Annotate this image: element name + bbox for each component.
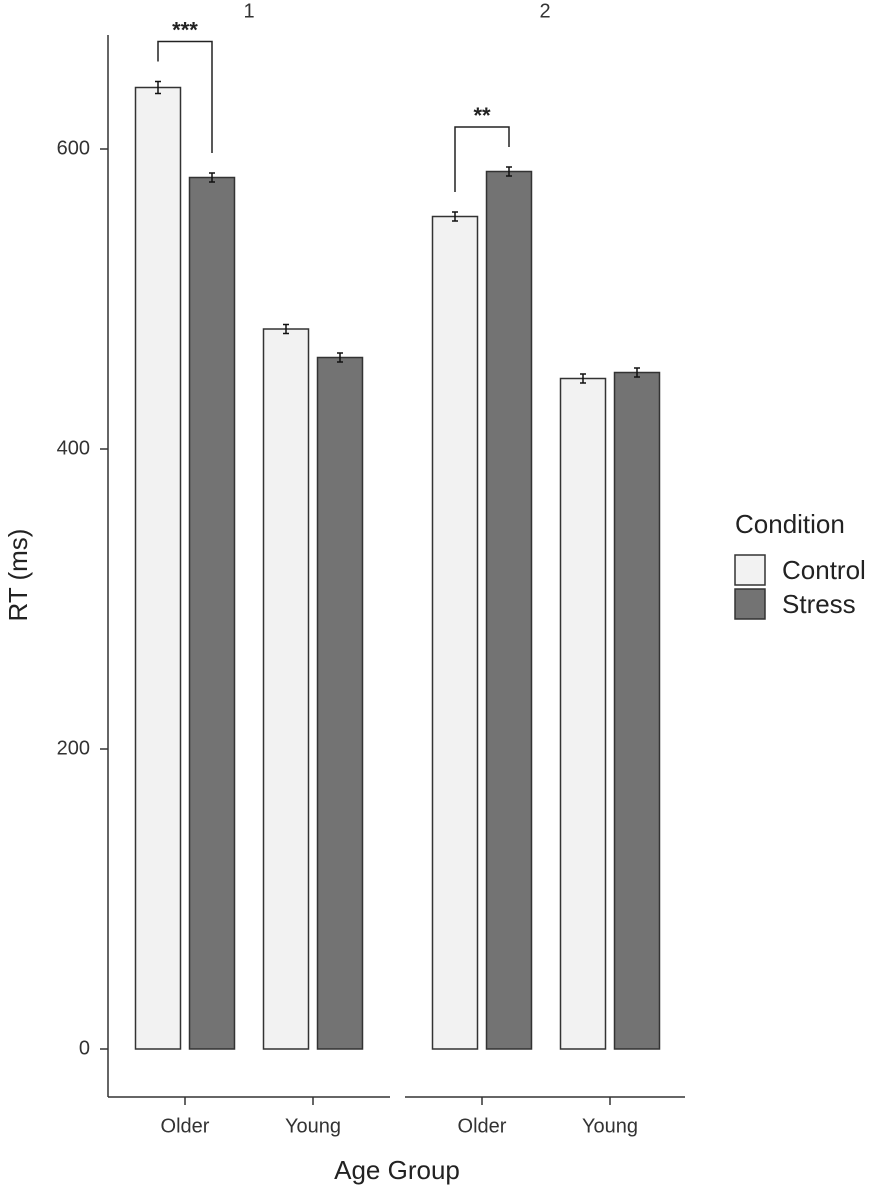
error-bar [209, 172, 215, 183]
y-tick-label: 0 [79, 1037, 90, 1059]
bar [134, 86, 182, 1050]
significance-label: *** [172, 17, 198, 42]
bar [262, 328, 310, 1050]
legend-title: Condition [735, 509, 845, 539]
bar [559, 377, 607, 1050]
significance-bracket [454, 126, 510, 192]
bar [613, 371, 661, 1050]
error-bar [580, 373, 586, 384]
y-axis-label: RT (ms) [3, 529, 33, 622]
bar [316, 356, 364, 1050]
error-bar [452, 211, 458, 222]
facet-label: 1 [243, 0, 254, 22]
legend-swatch [734, 588, 766, 620]
error-bar [506, 166, 512, 177]
legend-label: Control [782, 555, 866, 585]
x-axis-label: Age Group [334, 1155, 460, 1185]
significance-label: ** [473, 103, 491, 128]
legend-label: Stress [782, 589, 856, 619]
bar [485, 170, 533, 1050]
x-tick-label: Young [582, 1115, 638, 1137]
error-bar [155, 80, 161, 95]
x-tick-label: Older [161, 1115, 210, 1137]
x-tick-label: Older [458, 1115, 507, 1137]
bar [431, 215, 479, 1050]
x-tick-label: Young [285, 1115, 341, 1137]
y-tick-label: 200 [57, 737, 90, 759]
facet-label: 2 [539, 0, 550, 22]
legend-swatch [734, 554, 766, 586]
error-bar [337, 352, 343, 363]
bar [188, 176, 236, 1050]
significance-bracket [157, 40, 213, 153]
error-bar [634, 367, 640, 378]
error-bar [283, 323, 289, 335]
y-tick-label: 600 [57, 137, 90, 159]
y-tick-label: 400 [57, 437, 90, 459]
